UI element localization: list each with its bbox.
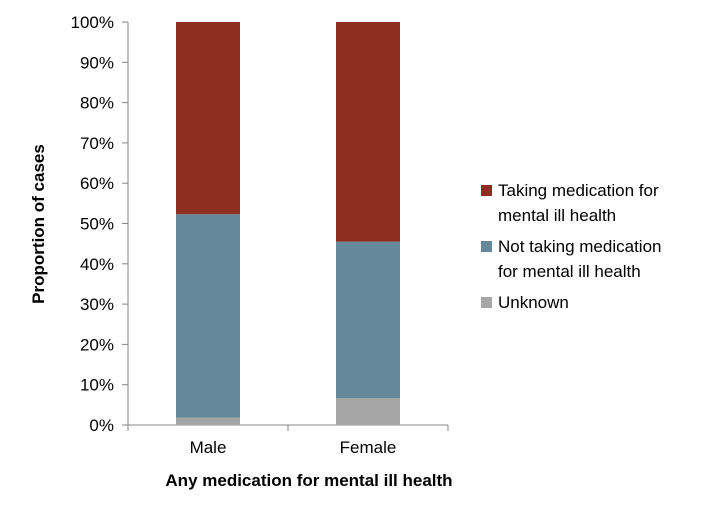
- y-tick-label: 10%: [80, 376, 114, 395]
- legend-label: Taking medication for: [498, 181, 659, 200]
- y-tick-label: 40%: [80, 255, 114, 274]
- y-tick-label: 90%: [80, 53, 114, 72]
- y-tick-label: 80%: [80, 94, 114, 113]
- y-axis-title: Proportion of cases: [29, 144, 48, 304]
- x-axis-title: Any medication for mental ill health: [165, 471, 452, 490]
- y-tick-label: 70%: [80, 134, 114, 153]
- bars: [176, 22, 400, 425]
- legend: Taking medication for mental ill health No…: [481, 181, 661, 312]
- y-tick-label: 0%: [89, 416, 114, 435]
- y-ticks: 0% 10% 20% 30% 40% 50% 60% 70% 80% 90% 100%: [71, 13, 128, 435]
- legend-swatch: [481, 185, 492, 196]
- y-tick-label: 30%: [80, 295, 114, 314]
- bar-segment: [176, 417, 240, 425]
- legend-label: for mental ill health: [498, 262, 641, 281]
- legend-swatch: [481, 297, 492, 308]
- y-tick-label: 60%: [80, 174, 114, 193]
- bar-segment: [176, 214, 240, 418]
- bar-segment: [336, 397, 400, 425]
- x-tick-label: Female: [340, 438, 397, 457]
- y-tick-label: 20%: [80, 335, 114, 354]
- bar-segment: [336, 241, 400, 398]
- x-tick-label: Male: [190, 438, 227, 457]
- y-tick-label: 50%: [80, 215, 114, 234]
- legend-label: Unknown: [498, 293, 569, 312]
- y-tick-label: 100%: [71, 13, 114, 32]
- legend-label: mental ill health: [498, 206, 616, 225]
- x-ticks: Male Female: [127, 425, 449, 457]
- plot-area: 0% 10% 20% 30% 40% 50% 60% 70% 80% 90% 100% Male Fe…: [71, 13, 449, 457]
- legend-swatch: [481, 241, 492, 252]
- bar-segment: [176, 22, 240, 215]
- bar-segment: [336, 22, 400, 242]
- legend-label: Not taking medication: [498, 237, 661, 256]
